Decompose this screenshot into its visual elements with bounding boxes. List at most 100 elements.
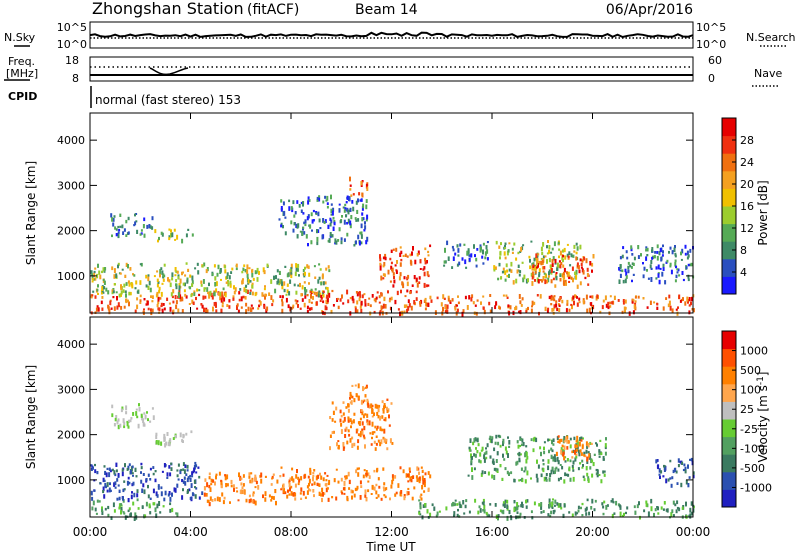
data-cell <box>567 441 570 444</box>
data-cell <box>642 262 644 265</box>
data-cell <box>392 477 395 481</box>
data-cell <box>161 308 164 311</box>
data-cell <box>656 459 659 462</box>
data-cell <box>684 469 687 474</box>
data-cell <box>198 496 201 500</box>
data-cell <box>213 264 216 268</box>
data-cell <box>320 475 323 480</box>
data-cell <box>167 277 169 282</box>
data-cell <box>582 475 585 478</box>
data-cell <box>677 306 679 309</box>
data-cell <box>154 470 157 473</box>
data-cell <box>270 499 273 502</box>
data-cell <box>338 203 341 206</box>
data-cell <box>663 467 666 472</box>
data-cell <box>424 260 427 265</box>
data-cell <box>357 472 360 477</box>
data-cell <box>463 512 466 515</box>
freq-label-1: Freq. <box>8 55 35 68</box>
data-cell <box>321 274 324 280</box>
data-cell <box>124 290 127 293</box>
data-cell <box>220 480 223 484</box>
data-cell <box>133 274 136 277</box>
data-cell <box>266 263 269 267</box>
data-cell <box>104 470 107 475</box>
data-cell <box>399 311 401 317</box>
data-cell <box>235 267 238 271</box>
data-cell <box>135 280 138 285</box>
data-cell <box>350 425 352 429</box>
data-cell <box>550 267 553 273</box>
data-cell <box>134 512 137 518</box>
data-cell <box>258 304 261 308</box>
data-cell <box>599 310 602 314</box>
data-cell <box>230 479 233 484</box>
data-cell <box>280 199 283 203</box>
data-cell <box>565 282 567 286</box>
data-cell <box>176 234 179 240</box>
data-cell <box>685 501 687 506</box>
data-cell <box>690 457 693 462</box>
data-cell <box>312 209 315 213</box>
data-cell <box>188 303 191 305</box>
data-cell <box>510 515 513 521</box>
data-cell <box>566 253 569 258</box>
data-cell <box>589 261 592 266</box>
data-cell <box>333 221 336 226</box>
data-cell <box>228 275 231 280</box>
data-cell <box>516 269 519 274</box>
data-cell <box>645 502 648 507</box>
data-cell <box>681 271 684 275</box>
data-cell <box>360 430 362 435</box>
data-cell <box>120 286 123 291</box>
data-cell <box>531 281 534 286</box>
data-cell <box>378 301 381 304</box>
data-cell <box>668 300 671 306</box>
data-cell <box>288 479 291 483</box>
data-cell <box>579 281 582 286</box>
data-cell <box>119 225 122 228</box>
data-cell <box>289 269 292 272</box>
colorbar-tick-label: -500 <box>740 462 765 475</box>
data-cell <box>160 267 163 270</box>
data-cell <box>645 500 648 504</box>
data-cell <box>476 248 479 251</box>
data-cell <box>129 419 132 423</box>
data-cell <box>504 446 507 451</box>
data-cell <box>360 234 363 239</box>
data-cell <box>668 294 671 299</box>
data-cell <box>572 460 575 465</box>
data-cell <box>195 464 198 468</box>
data-cell <box>547 275 550 278</box>
data-cell <box>365 218 368 222</box>
data-cell <box>285 297 288 303</box>
data-cell <box>669 477 672 480</box>
data-cell <box>474 304 477 307</box>
data-cell <box>122 499 125 503</box>
data-cell <box>360 198 363 202</box>
data-cell <box>339 409 342 414</box>
data-cell <box>329 232 332 237</box>
data-cell <box>117 262 120 266</box>
data-cell <box>551 466 554 472</box>
data-cell <box>472 441 475 446</box>
data-cell <box>668 250 670 254</box>
data-cell <box>415 290 418 294</box>
data-cell <box>541 266 544 270</box>
data-cell <box>171 492 173 497</box>
data-cell <box>576 302 579 307</box>
data-cell <box>175 283 178 288</box>
data-cell <box>301 285 304 290</box>
data-cell <box>284 491 287 495</box>
data-cell <box>282 201 285 206</box>
data-cell <box>382 467 385 471</box>
data-cell <box>284 231 287 236</box>
data-cell <box>335 496 338 501</box>
data-cell <box>148 224 151 229</box>
data-cell <box>622 246 625 250</box>
data-cell <box>568 466 571 472</box>
data-cell <box>286 289 289 294</box>
data-cell <box>548 249 550 254</box>
data-cell <box>406 289 409 293</box>
data-cell <box>156 283 159 288</box>
